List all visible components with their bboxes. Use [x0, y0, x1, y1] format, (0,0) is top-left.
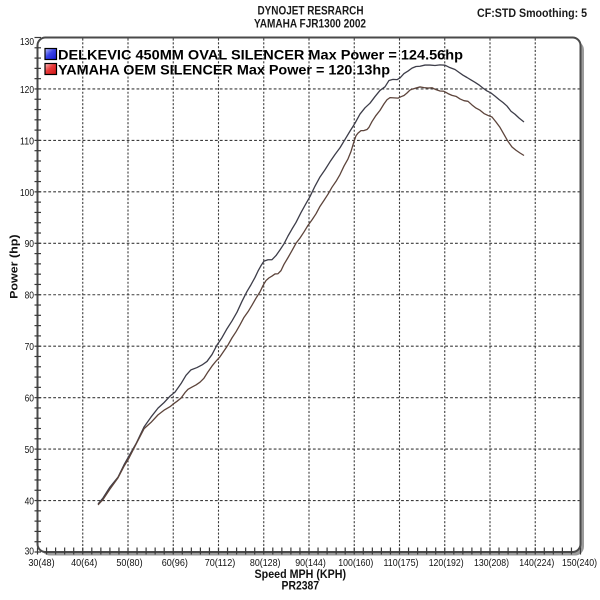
svg-text:Power (hp): Power (hp)	[9, 234, 21, 299]
svg-text:50(80): 50(80)	[116, 557, 142, 569]
svg-text:80: 80	[25, 290, 35, 302]
svg-text:Speed MPH (KPH): Speed MPH (KPH)	[255, 569, 347, 581]
svg-text:100(160): 100(160)	[338, 557, 373, 569]
svg-text:100: 100	[20, 187, 34, 199]
svg-text:CF:STD Smoothing: 5: CF:STD Smoothing: 5	[477, 6, 587, 20]
svg-text:70(112): 70(112)	[205, 557, 236, 569]
svg-text:YAMAHA FJR1300 2002: YAMAHA FJR1300 2002	[254, 17, 366, 31]
svg-text:60(96): 60(96)	[162, 557, 188, 569]
svg-text:110: 110	[20, 135, 34, 147]
svg-text:130(208): 130(208)	[474, 557, 509, 569]
svg-text:PR2387: PR2387	[282, 581, 320, 593]
svg-text:40: 40	[25, 495, 35, 507]
svg-text:140(224): 140(224)	[519, 557, 554, 569]
svg-text:DYNOJET RESRARCH: DYNOJET RESRARCH	[258, 4, 364, 18]
svg-text:110(175): 110(175)	[384, 557, 419, 569]
svg-text:80(128): 80(128)	[250, 557, 281, 569]
svg-text:120: 120	[20, 84, 34, 96]
svg-text:30: 30	[25, 545, 35, 557]
svg-text:90(144): 90(144)	[295, 557, 326, 569]
svg-text:130: 130	[20, 36, 34, 48]
svg-text:50: 50	[25, 444, 35, 456]
svg-text:DELKEVIC 450MM OVAL SILENCER M: DELKEVIC 450MM OVAL SILENCER Max Power =…	[58, 48, 463, 63]
svg-text:120(192): 120(192)	[429, 557, 464, 569]
svg-text:YAMAHA OEM SILENCER Max Power: YAMAHA OEM SILENCER Max Power = 120.13hp	[58, 63, 390, 78]
svg-text:90: 90	[25, 238, 35, 250]
svg-text:70: 70	[25, 341, 35, 353]
svg-text:30(48): 30(48)	[28, 557, 54, 569]
svg-text:60: 60	[25, 393, 35, 405]
svg-text:40(64): 40(64)	[71, 557, 97, 569]
svg-text:150(240): 150(240)	[562, 557, 597, 569]
